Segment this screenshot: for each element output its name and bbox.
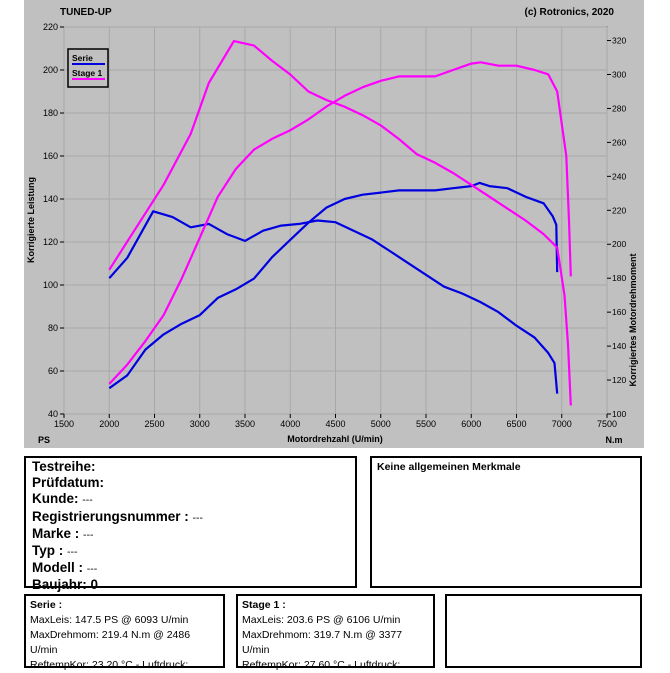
- y-axis-left-label: Korrigierte Leistung: [26, 177, 36, 263]
- typ-row: Typ : ---: [32, 543, 349, 560]
- modell-row: Modell : ---: [32, 560, 349, 577]
- marke-label: Marke :: [32, 525, 80, 541]
- serie-torque-curve: [108, 210, 559, 394]
- x-tick-label: 5500: [416, 419, 436, 429]
- axis-ticks: 1500 2000 2500 3000 3500 4000 4500 5000 5500 6000…: [43, 22, 626, 429]
- marke-value: ---: [83, 528, 94, 541]
- stage1-torque-curve: [108, 39, 572, 406]
- x-axis-label: Motordrehzahl (U/min): [287, 434, 383, 444]
- y-left-tick-label: 220: [43, 22, 58, 32]
- stage1-results-box: Stage 1 : MaxLeis: 203.6 PS @ 6106 U/min…: [236, 594, 435, 671]
- y-right-tick-label: 300: [612, 69, 626, 79]
- typ-label: Typ :: [32, 543, 64, 559]
- y-right-tick-label: 240: [612, 171, 626, 181]
- y-right-tick-label: 140: [612, 341, 626, 351]
- stage1-reftemp: ReftempKor: 27.60 °C - Luftdruck:: [242, 659, 401, 671]
- y-right-tick-label: 280: [612, 103, 626, 113]
- y-left-tick-label: 40: [48, 409, 58, 419]
- y-left-tick-label: 100: [43, 280, 58, 290]
- y-right-tick-label: 160: [612, 307, 626, 317]
- stage1-max-power: MaxLeis: 203.6 PS @ 6106 U/min: [242, 614, 401, 626]
- serie-results-title: Serie :: [30, 599, 63, 611]
- baujahr-row: Baujahr: 0: [32, 577, 349, 593]
- y-right-tick-label: 320: [612, 36, 626, 46]
- x-tick-label: 6000: [461, 419, 481, 429]
- registrierungsnummer-label: Registrierungsnummer :: [32, 508, 189, 524]
- x-tick-label: 3000: [190, 419, 210, 429]
- testreihe-label: Testreihe:: [32, 459, 96, 474]
- x-tick-label: 3500: [235, 419, 255, 429]
- x-tick-label: 7500: [597, 419, 617, 429]
- registrierungsnummer-row: Registrierungsnummer : ---: [32, 509, 349, 526]
- y-left-tick-label: 180: [43, 108, 58, 118]
- legend-label-stage1: Stage 1: [72, 68, 103, 78]
- serie-reftemp: ReftempKor: 23.20 °C - Luftdruck:: [30, 659, 189, 671]
- baujahr-value: 0: [90, 577, 99, 593]
- y-right-tick-label: 100: [612, 409, 626, 419]
- marke-row: Marke : ---: [32, 526, 349, 543]
- left-unit-label: PS: [38, 435, 50, 445]
- modell-value: ---: [86, 563, 98, 576]
- y-right-tick-label: 120: [612, 375, 626, 385]
- y-left-tick-label: 160: [43, 151, 58, 161]
- x-tick-label: 5000: [371, 419, 391, 429]
- baujahr-label: Baujahr:: [32, 577, 87, 593]
- legend-box: [67, 48, 109, 88]
- serie-power-curve: [108, 181, 559, 390]
- y-left-tick-label: 200: [43, 65, 58, 75]
- right-unit-label: N.m: [605, 435, 622, 445]
- x-tick-label: 4000: [280, 419, 300, 429]
- legend-label-serie: Serie: [72, 53, 93, 63]
- serie-max-power: MaxLeis: 147.5 PS @ 6093 U/min: [30, 614, 189, 626]
- x-tick-label: 2500: [144, 419, 164, 429]
- stage1-max-torque-unit: U/min: [242, 644, 270, 656]
- x-tick-label: 7000: [552, 419, 572, 429]
- curves: [108, 39, 572, 406]
- x-tick-label: 4500: [325, 419, 345, 429]
- pruefdatum-row: Prüfdatum:: [32, 475, 349, 491]
- modell-label: Modell :: [32, 560, 83, 576]
- x-tick-label: 2000: [99, 419, 119, 429]
- x-tick-label: 1500: [54, 419, 74, 429]
- x-tick-label: 6500: [506, 419, 526, 429]
- pruefdatum-label: Prüfdatum:: [32, 475, 104, 491]
- kunde-row: Kunde: ---: [32, 491, 349, 508]
- testreihe-row: Testreihe:: [32, 459, 349, 475]
- dyno-chart-panel: 1500 2000 2500 3000 3500 4000 4500 5000 5500 6000…: [24, 0, 644, 448]
- typ-value: ---: [67, 546, 78, 559]
- y-right-tick-label: 260: [612, 137, 626, 147]
- serie-max-torque: MaxDrehmom: 219.4 N.m @ 2486: [30, 629, 191, 641]
- kunde-label: Kunde:: [32, 491, 79, 507]
- stage1-results-title: Stage 1 :: [242, 599, 286, 611]
- features-box: Keine allgemeinen Merkmale: [370, 456, 642, 588]
- serie-max-torque-unit: U/min: [30, 644, 58, 656]
- empty-results-box: [445, 594, 642, 668]
- y-axis-right-label: Korrigiertes Motordrehmoment: [628, 253, 638, 386]
- kunde-value: ---: [82, 494, 93, 507]
- y-left-tick-label: 80: [48, 323, 58, 333]
- stage1-power-curve: [108, 61, 572, 385]
- grid-lines: [63, 26, 608, 415]
- test-info-box: Testreihe: Prüfdatum: Kunde: --- Registr…: [24, 456, 357, 592]
- y-left-tick-label: 140: [43, 194, 58, 204]
- features-title: Keine allgemeinen Merkmale: [377, 461, 521, 473]
- serie-results-box: Serie : MaxLeis: 147.5 PS @ 6093 U/min M…: [24, 594, 225, 671]
- chart-title: TUNED-UP: [60, 7, 112, 18]
- y-left-tick-label: 120: [43, 237, 58, 247]
- registrierungsnummer-value: ---: [192, 511, 204, 524]
- y-right-tick-label: 220: [612, 205, 626, 215]
- y-right-tick-label: 200: [612, 239, 626, 249]
- dyno-chart: 1500 2000 2500 3000 3500 4000 4500 5000 5500 6000…: [24, 0, 644, 448]
- y-right-tick-label: 180: [612, 273, 626, 283]
- stage1-max-torque: MaxDrehmom: 319.7 N.m @ 3377: [242, 629, 403, 641]
- y-left-tick-label: 60: [48, 366, 58, 376]
- chart-copyright: (c) Rotronics, 2020: [525, 7, 615, 18]
- legend: Serie Stage 1: [67, 48, 109, 88]
